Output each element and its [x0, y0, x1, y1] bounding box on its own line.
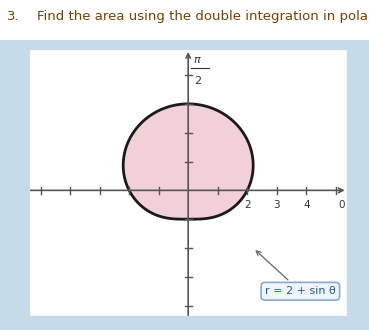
Text: $\pi$: $\pi$ [193, 55, 201, 65]
Text: 0: 0 [338, 200, 345, 211]
Text: r = 2 + sin θ: r = 2 + sin θ [256, 251, 336, 296]
Polygon shape [123, 104, 253, 219]
Text: Find the area using the double integration in polar coordinates: Find the area using the double integrati… [37, 10, 369, 23]
Text: 3: 3 [273, 200, 280, 211]
Text: 2: 2 [244, 200, 251, 211]
Text: 2: 2 [194, 77, 201, 86]
Text: 3.: 3. [7, 10, 20, 23]
Text: 4: 4 [303, 200, 310, 211]
